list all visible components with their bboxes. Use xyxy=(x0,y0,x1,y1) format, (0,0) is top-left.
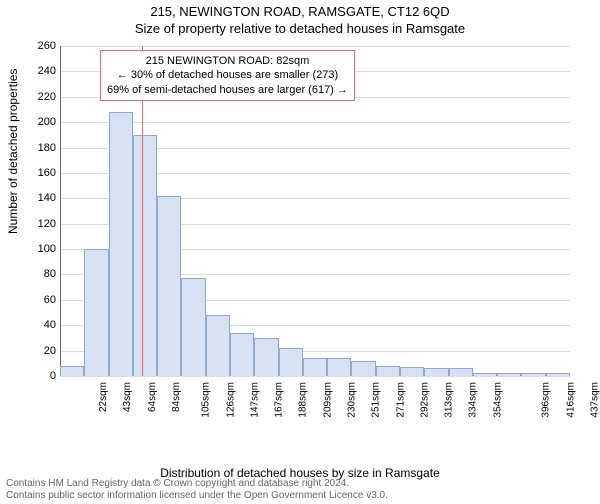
ytick-label: 220 xyxy=(28,91,56,103)
histogram-bar xyxy=(521,373,545,376)
footer-line-2: Contains public sector information licen… xyxy=(6,490,388,502)
histogram-bar xyxy=(181,278,205,376)
histogram-bar xyxy=(109,112,133,376)
y-axis-label: Number of detached properties xyxy=(6,69,20,234)
histogram-bar xyxy=(157,196,181,376)
histogram-bar xyxy=(206,315,230,376)
footer-line-1: Contains HM Land Registry data © Crown c… xyxy=(6,478,388,490)
histogram-bar xyxy=(497,373,521,376)
histogram-bar xyxy=(230,333,254,376)
xtick-label: 209sqm xyxy=(322,382,333,418)
xtick-label: 292sqm xyxy=(419,382,430,418)
histogram-bar xyxy=(279,348,303,376)
histogram-bar xyxy=(254,338,278,376)
ytick-label: 60 xyxy=(28,294,56,306)
xtick-label: 147sqm xyxy=(249,382,260,418)
histogram-bar xyxy=(84,249,108,376)
xtick-label: 167sqm xyxy=(274,382,285,418)
xtick-label: 271sqm xyxy=(395,382,406,418)
histogram-bar xyxy=(303,358,327,376)
annotation-line-3: 69% of semi-detached houses are larger (… xyxy=(107,83,348,97)
ytick-label: 100 xyxy=(28,243,56,255)
histogram-bar xyxy=(376,366,400,376)
xtick-label: 354sqm xyxy=(492,382,503,418)
xtick-label: 43sqm xyxy=(122,382,133,412)
histogram-bar xyxy=(449,368,473,376)
y-axis-line xyxy=(60,46,61,376)
plot-region: 02040608010012014016018020022024026022sq… xyxy=(60,46,570,376)
xtick-label: 64sqm xyxy=(147,382,158,412)
xtick-label: 188sqm xyxy=(298,382,309,418)
histogram-bar xyxy=(424,368,448,376)
annotation-box: 215 NEWINGTON ROAD: 82sqm← 30% of detach… xyxy=(100,50,355,101)
annotation-line-1: 215 NEWINGTON ROAD: 82sqm xyxy=(107,54,348,68)
gridline xyxy=(60,376,570,377)
ytick-label: 0 xyxy=(28,370,56,382)
histogram-bar xyxy=(473,373,497,376)
ytick-label: 160 xyxy=(28,167,56,179)
gridline xyxy=(60,46,570,47)
histogram-bar xyxy=(351,361,375,376)
xtick-label: 105sqm xyxy=(201,382,212,418)
ytick-label: 120 xyxy=(28,218,56,230)
ytick-label: 180 xyxy=(28,142,56,154)
xtick-label: 396sqm xyxy=(541,382,552,418)
ytick-label: 240 xyxy=(28,65,56,77)
histogram-bar xyxy=(133,135,157,376)
xtick-label: 22sqm xyxy=(98,382,109,412)
xtick-label: 251sqm xyxy=(371,382,382,418)
histogram-bar xyxy=(400,367,424,376)
histogram-bar xyxy=(546,373,570,376)
histogram-bar xyxy=(60,366,84,376)
xtick-label: 334sqm xyxy=(468,382,479,418)
histogram-bar xyxy=(327,358,351,376)
annotation-line-2: ← 30% of detached houses are smaller (27… xyxy=(107,68,348,82)
ytick-label: 40 xyxy=(28,319,56,331)
ytick-label: 260 xyxy=(28,40,56,52)
page-subtitle: Size of property relative to detached ho… xyxy=(0,21,600,36)
xtick-label: 313sqm xyxy=(444,382,455,418)
footer-attribution: Contains HM Land Registry data © Crown c… xyxy=(6,478,388,502)
xtick-label: 437sqm xyxy=(589,382,600,418)
ytick-label: 20 xyxy=(28,345,56,357)
page-title: 215, NEWINGTON ROAD, RAMSGATE, CT12 6QD xyxy=(0,4,600,19)
ytick-label: 80 xyxy=(28,268,56,280)
xtick-label: 84sqm xyxy=(171,382,182,412)
gridline xyxy=(60,122,570,123)
xtick-label: 230sqm xyxy=(347,382,358,418)
ytick-label: 200 xyxy=(28,116,56,128)
ytick-label: 140 xyxy=(28,192,56,204)
chart-area: 02040608010012014016018020022024026022sq… xyxy=(60,46,570,426)
xtick-label: 416sqm xyxy=(565,382,576,418)
xtick-label: 126sqm xyxy=(225,382,236,418)
